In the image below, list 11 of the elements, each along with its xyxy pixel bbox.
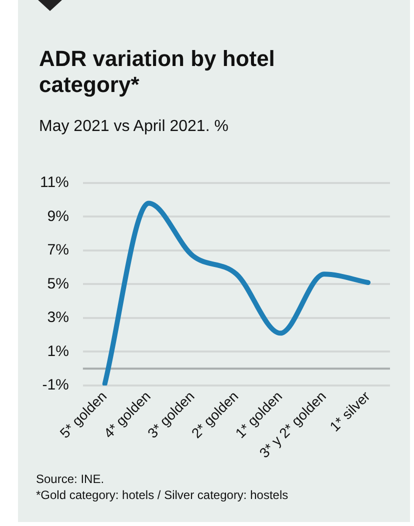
y-tick-label: 3% [47, 309, 69, 326]
y-tick-label: -1% [42, 376, 69, 394]
y-tick-label: 11% [40, 174, 69, 192]
y-tick-label: 1% [47, 342, 69, 360]
y-tick-label: 7% [47, 242, 69, 259]
y-tick-label: 5% [47, 275, 69, 292]
chart-title: ADR variation by hotel category* [39, 46, 276, 98]
text: *Gold category: hotels / Silver category: hostels [36, 487, 288, 503]
source-note: Source: INE. [36, 471, 106, 487]
y-tick-label: 9% [47, 208, 69, 225]
chart-subtitle: May 2021 vs April 2021. % [39, 118, 228, 136]
